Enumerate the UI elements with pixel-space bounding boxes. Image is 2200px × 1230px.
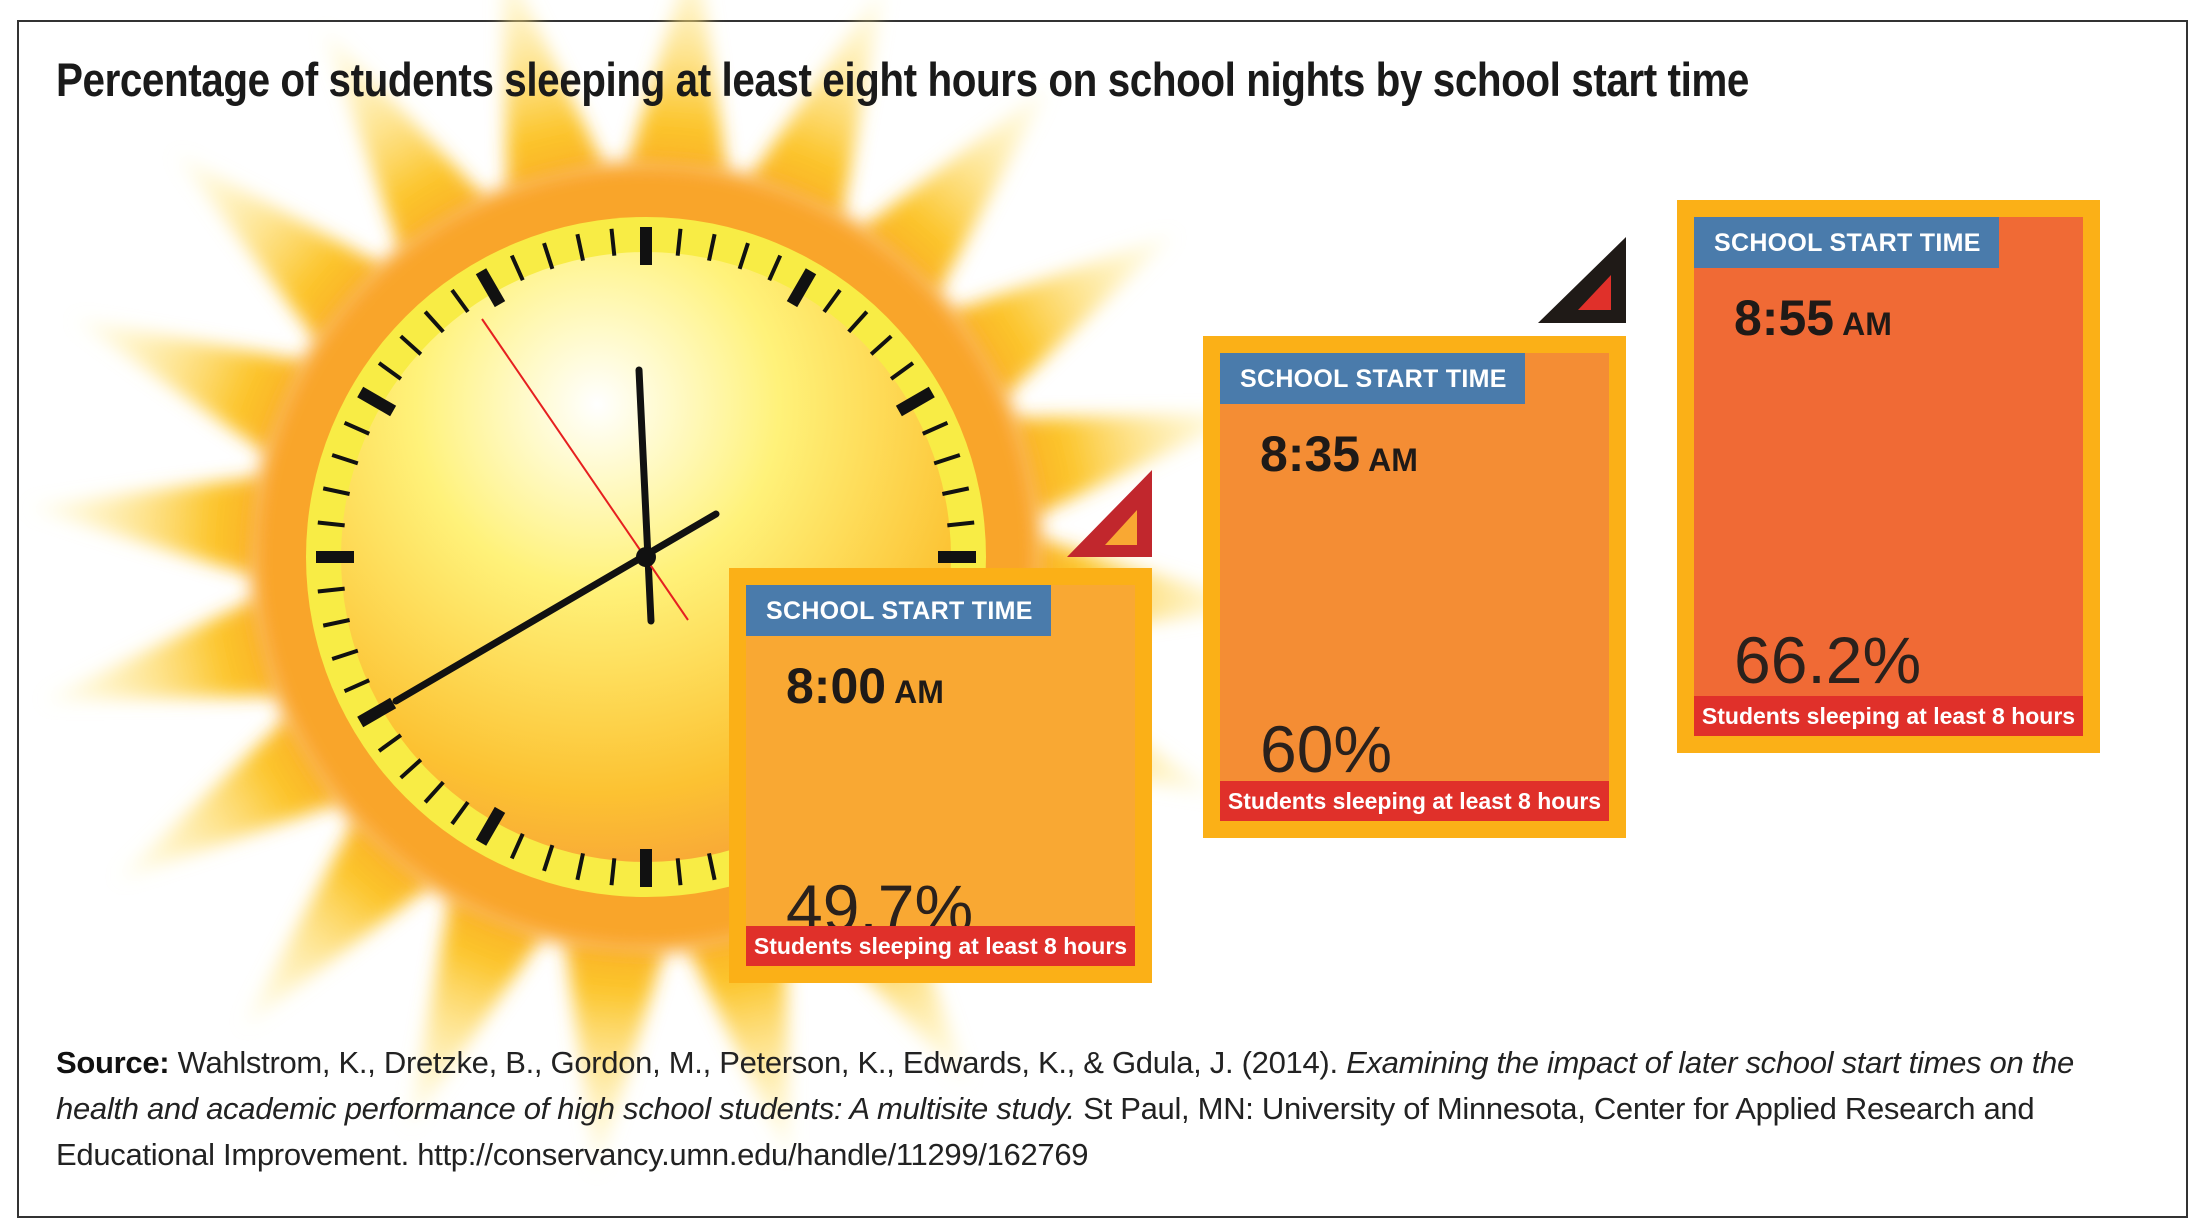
clock-minute-tick — [609, 858, 617, 886]
clock-minute-tick — [377, 361, 403, 381]
clock-minute-tick — [450, 800, 470, 826]
clock-minute-tick — [509, 832, 525, 860]
am-text: AM — [1368, 442, 1418, 478]
start-time-value: 8:55 AM — [1734, 289, 1892, 347]
clock-minute-tick — [737, 242, 750, 270]
clock-minute-tick — [331, 648, 359, 661]
clock-minute-tick — [889, 361, 915, 381]
clock-minute-tick — [675, 858, 683, 886]
start-time-label: SCHOOL START TIME — [746, 585, 1051, 636]
clock-minute-tick — [933, 453, 961, 466]
sun-ray — [1010, 413, 1250, 517]
sun-ray — [322, 27, 488, 254]
start-time-box-800: SCHOOL START TIME 8:00 AM 49.7% Students … — [729, 568, 1152, 983]
clock-minute-tick — [399, 758, 423, 780]
sun-ray — [175, 153, 386, 344]
percentage-value: 66.2% — [1734, 623, 1922, 697]
clock-hour-tick — [357, 697, 397, 728]
triangle-marker-2 — [1538, 237, 1626, 323]
clock-second-hand — [481, 318, 689, 621]
source-work-title: Examining the impact of later school sta… — [56, 1045, 2074, 1126]
clock-minute-tick — [575, 852, 585, 881]
triangle-marker-1-inner — [1105, 510, 1137, 545]
clock-minute-tick — [921, 420, 949, 436]
start-time-label: SCHOOL START TIME — [1220, 353, 1525, 404]
figure-frame — [17, 20, 2188, 1218]
source-authors: Wahlstrom, K., Dretzke, B., Gordon, M., … — [177, 1045, 1338, 1080]
percentage-value: 60% — [1260, 712, 1393, 786]
clock-minute-tick — [423, 310, 445, 334]
clock-hour-hand — [635, 366, 655, 625]
clock-minute-tick — [609, 228, 617, 256]
start-time-box-835: SCHOOL START TIME 8:35 AM 60% Students sl… — [1203, 336, 1626, 838]
clock-hour-tick — [475, 806, 506, 846]
clock-minute-tick — [575, 233, 585, 262]
time-text: 8:00 — [786, 658, 887, 714]
sun-ray — [116, 715, 343, 881]
clock-minute-tick — [675, 228, 683, 256]
clock-minute-tick — [542, 844, 555, 872]
clock-minute-tick — [317, 520, 345, 528]
start-time-value: 8:00 AM — [786, 657, 944, 715]
clock-minute-tick — [322, 618, 351, 628]
clock-minute-tick — [822, 288, 842, 314]
clock-minute-tick — [399, 334, 423, 356]
sun-ray — [42, 597, 282, 701]
start-time-box-855: SCHOOL START TIME 8:55 AM 66.2% Students … — [1677, 200, 2100, 753]
start-time-label: SCHOOL START TIME — [1694, 217, 1999, 268]
clock-minute-tick — [542, 242, 555, 270]
sun-ray — [503, 0, 606, 193]
clock-hour-tick — [895, 386, 935, 417]
series-label-bar: Students sleeping at least 8 hours — [1220, 781, 1609, 821]
clock-minute-tick — [423, 780, 445, 804]
triangle-marker-2-inner — [1578, 275, 1611, 310]
clock-minute-tick — [377, 733, 403, 753]
clock-minute-tick — [941, 486, 970, 496]
series-label-bar: Students sleeping at least 8 hours — [1694, 696, 2083, 736]
am-text: AM — [894, 674, 944, 710]
clock-hour-tick — [786, 268, 817, 308]
sun-ray — [73, 318, 309, 456]
clock-minute-tick — [317, 586, 345, 594]
clock-minute-tick — [707, 852, 717, 881]
source-label: Source: — [56, 1045, 170, 1080]
source-publisher: St Paul, MN: University of Minnesota, Ce… — [56, 1091, 2035, 1172]
clock-center — [636, 547, 656, 567]
sun-ray — [242, 817, 433, 1028]
clock-minute-tick — [707, 233, 717, 262]
sun-ray — [949, 233, 1176, 399]
time-text: 8:35 — [1260, 426, 1361, 482]
clock-minute-tick — [509, 254, 525, 282]
clock-minute-tick — [343, 420, 371, 436]
source-citation: Source: Wahlstrom, K., Dretzke, B., Gord… — [56, 1040, 2156, 1178]
clock-minute-hand — [392, 510, 720, 705]
clock-minute-tick — [847, 310, 869, 334]
sun-ray — [407, 894, 545, 1130]
sun-ray — [747, 0, 882, 220]
sun-ray — [27, 475, 265, 577]
clock-minute-tick — [767, 254, 783, 282]
clock-minute-tick — [343, 678, 371, 694]
clock-hour-tick — [475, 268, 506, 308]
am-text: AM — [1842, 306, 1892, 342]
series-label-bar: Students sleeping at least 8 hours — [746, 926, 1135, 966]
start-time-value: 8:35 AM — [1260, 425, 1418, 483]
sun-ray — [564, 938, 666, 1176]
clock-minute-tick — [450, 288, 470, 314]
sun-ray — [859, 86, 1050, 297]
chart-title: Percentage of students sleeping at least… — [56, 53, 1749, 106]
clock-hour-tick — [357, 386, 397, 417]
sun-ray — [626, 0, 728, 176]
clock-minute-tick — [947, 520, 975, 528]
time-text: 8:55 — [1734, 290, 1835, 346]
clock-minute-tick — [322, 486, 351, 496]
clock-minute-tick — [331, 453, 359, 466]
clock-minute-tick — [869, 334, 893, 356]
